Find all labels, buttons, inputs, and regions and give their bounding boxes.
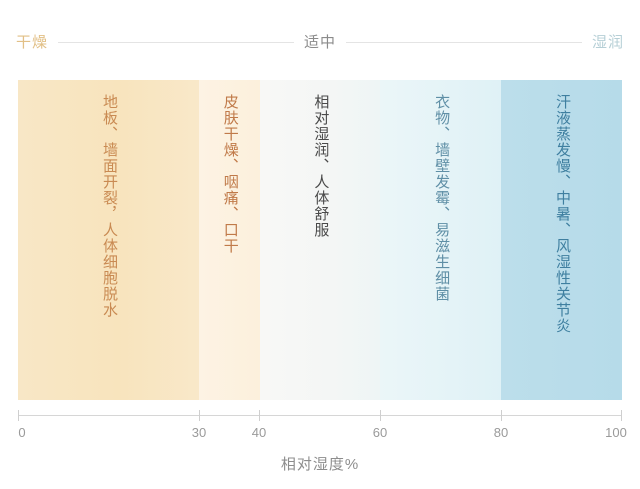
axis-tick-40	[259, 410, 260, 421]
axis-ticklabel-0: 0	[18, 425, 26, 440]
humidity-band-chart: 地板、墙面开裂，人体细胞脱水 皮肤干燥、咽痛、口干 相对湿润、人体舒服 衣物、墙…	[18, 80, 622, 400]
scale-rule-left	[58, 41, 294, 43]
scale-label-dry: 干燥	[16, 33, 49, 51]
humidity-band-80-100: 汗液蒸发慢、中暑、风湿性关节炎	[501, 80, 622, 400]
band-text-60-80: 衣物、墙壁发霉、易滋生细菌	[433, 94, 450, 302]
axis-ticklabel-100: 100	[605, 425, 627, 440]
humidity-band-60-80: 衣物、墙壁发霉、易滋生细菌	[380, 80, 502, 400]
scale-rule-right	[346, 41, 582, 43]
axis-tick-100	[621, 410, 622, 421]
scale-label-moderate: 适中	[304, 33, 337, 51]
band-text-40-60: 相对湿润、人体舒服	[312, 94, 329, 238]
humidity-band-40-60: 相对湿润、人体舒服	[259, 80, 381, 400]
axis-tick-60	[380, 410, 381, 421]
axis-ticklabel-40: 40	[251, 425, 267, 440]
axis-tick-80	[501, 410, 502, 421]
band-text-0-30: 地板、墙面开裂，人体细胞脱水	[100, 94, 117, 318]
humidity-scale-header: 干燥 适中 湿润	[0, 28, 640, 56]
x-axis-title: 相对湿度%	[280, 456, 360, 473]
axis-tick-0	[18, 410, 19, 421]
axis-ticklabel-30: 30	[191, 425, 207, 440]
band-text-80-100: 汗液蒸发慢、中暑、风湿性关节炎	[553, 94, 570, 334]
axis-ticklabel-80: 80	[493, 425, 509, 440]
band-text-30-40: 皮肤干燥、咽痛、口干	[221, 94, 238, 254]
humidity-band-30-40: 皮肤干燥、咽痛、口干	[199, 80, 260, 400]
scale-label-humid: 湿润	[592, 33, 625, 51]
x-axis: 0 30 40 60 80 100	[18, 410, 627, 439]
humidity-band-0-30: 地板、墙面开裂，人体细胞脱水	[18, 80, 200, 400]
axis-ticklabel-60: 60	[372, 425, 388, 440]
axis-tick-30	[199, 410, 200, 421]
